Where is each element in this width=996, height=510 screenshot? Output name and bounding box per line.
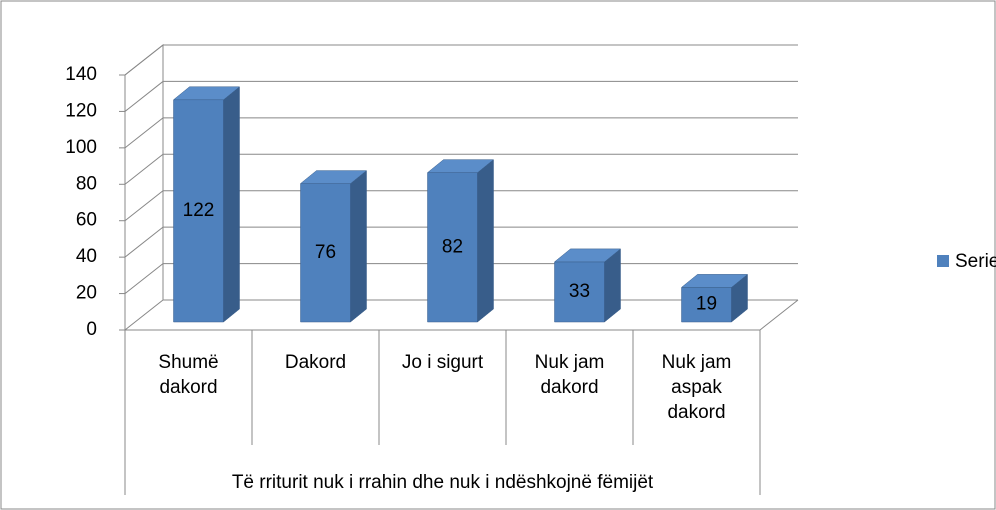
- x-tick-label: Dakord: [284, 352, 347, 373]
- bar-top: [553, 248, 622, 263]
- data-label: 122: [183, 200, 215, 221]
- x-tick-label: Nuk jam aspak dakord: [661, 352, 732, 423]
- x-tick-label: Shumë dakord: [158, 352, 219, 398]
- grid-line: [124, 226, 798, 258]
- y-tick-label: 20: [76, 283, 97, 304]
- y-tick-label: 40: [76, 246, 97, 267]
- bar: [172, 86, 241, 323]
- x-axis-label: Të rriturit nuk i rrahin dhe nuk i ndësh…: [231, 472, 654, 493]
- y-tick-label: 140: [65, 64, 97, 85]
- bar-side: [350, 170, 367, 323]
- y-tick-label: 120: [65, 100, 97, 121]
- bar-side: [223, 86, 240, 323]
- legend-swatch: [937, 255, 949, 267]
- grid-line: [124, 117, 798, 149]
- y-tick-label: 0: [86, 319, 97, 340]
- grid-line: [124, 153, 798, 185]
- data-label: 82: [442, 236, 463, 257]
- x-tick-label: Nuk jam dakord: [534, 352, 605, 398]
- legend-label: Series1: [955, 251, 996, 272]
- data-label: 33: [569, 281, 590, 302]
- grid-line: [124, 190, 798, 222]
- bar: [680, 273, 749, 323]
- y-tick-label: 80: [76, 173, 97, 194]
- bar: [299, 170, 368, 323]
- grid-line: [124, 80, 798, 112]
- bar-side: [477, 159, 494, 323]
- x-tick-label: Jo i sigurt: [401, 352, 484, 373]
- data-label: 19: [696, 294, 717, 315]
- bar-top: [426, 159, 495, 173]
- bar-top: [680, 274, 749, 288]
- y-tick-label: 60: [76, 210, 97, 231]
- data-label: 76: [315, 242, 336, 263]
- grid-line: [124, 44, 798, 76]
- bar-top: [299, 170, 368, 184]
- bar: [426, 159, 495, 323]
- bar: [553, 248, 622, 323]
- bar-top: [172, 86, 241, 101]
- y-tick-label: 100: [65, 137, 97, 158]
